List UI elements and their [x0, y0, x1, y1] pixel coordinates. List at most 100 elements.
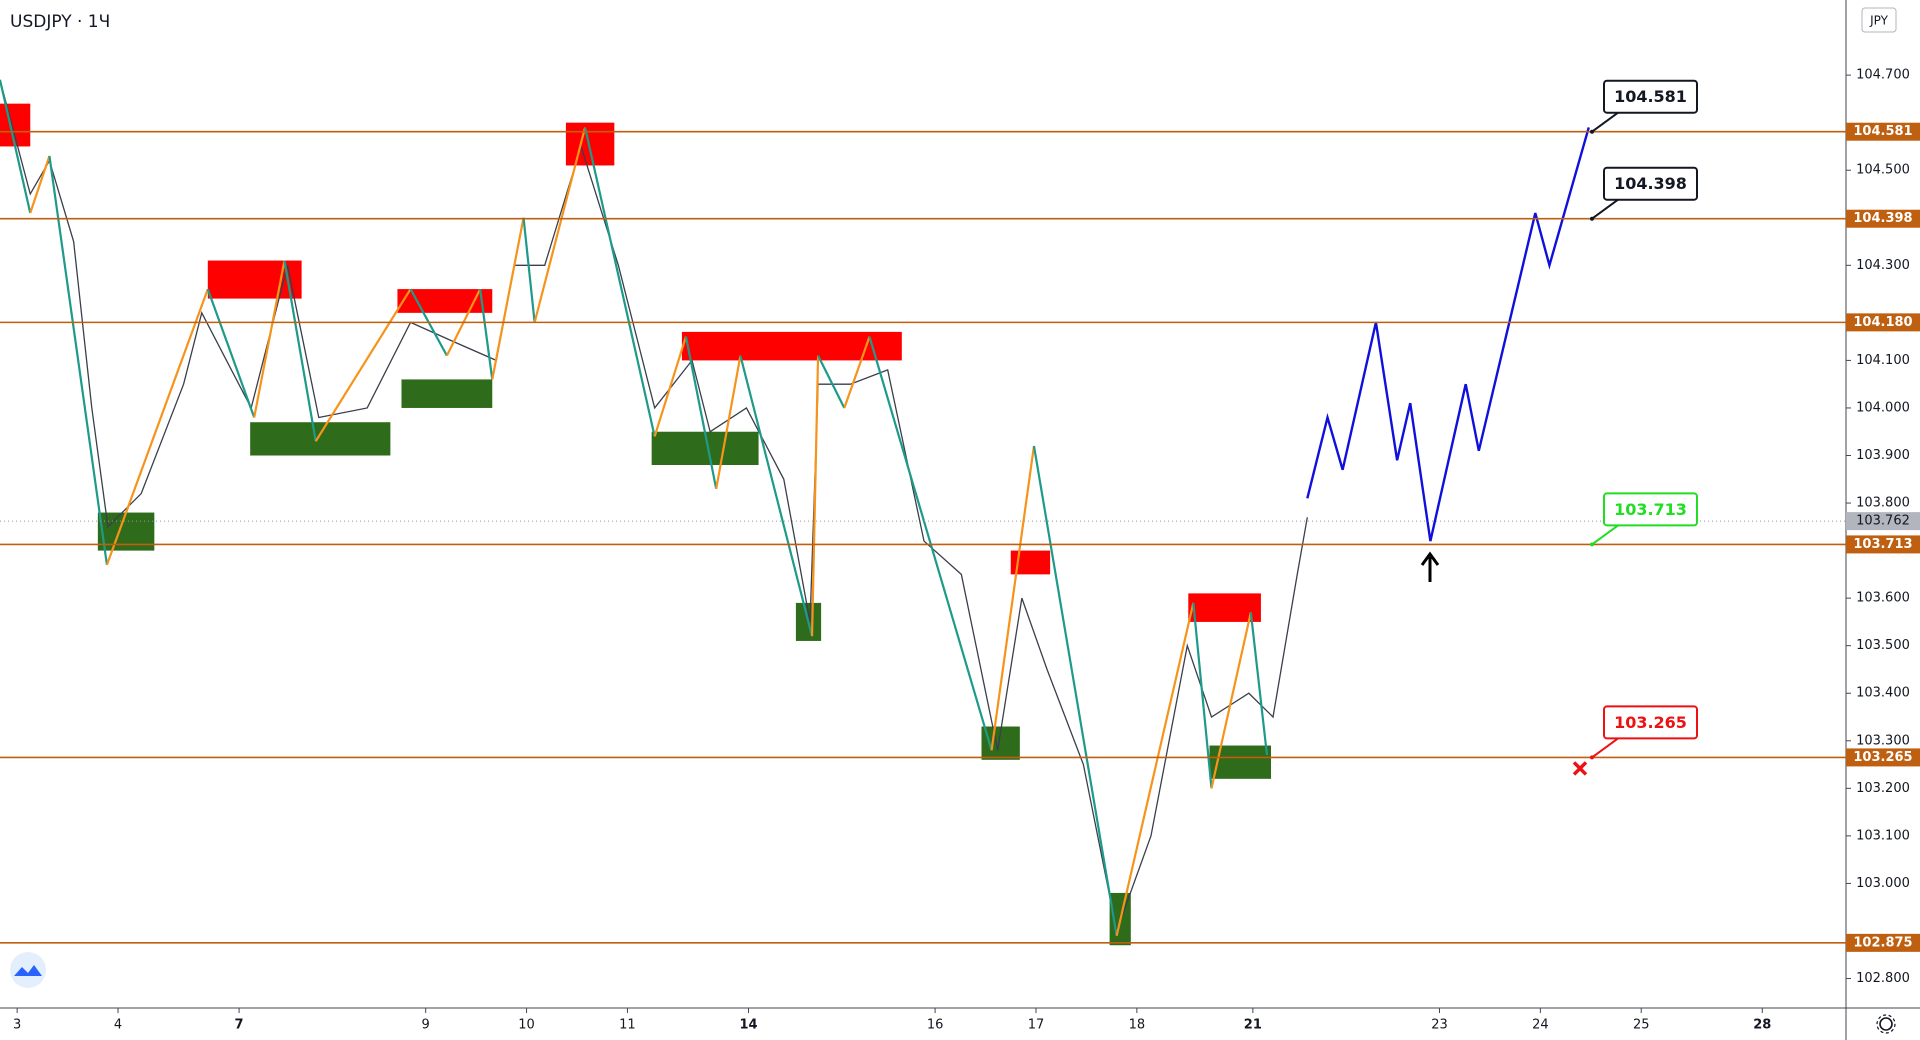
callout-connector: [1591, 111, 1619, 133]
x-tick-label: 28: [1753, 1018, 1771, 1033]
x-tick-label: 7: [235, 1018, 244, 1033]
zigzag-leg: [1115, 602, 1195, 936]
x-tick-label: 18: [1129, 1018, 1146, 1033]
y-tick-label: 104.000: [1856, 400, 1910, 415]
y-tick-label: 103.100: [1856, 828, 1910, 843]
plot-area: [0, 79, 1590, 946]
stop-marker: [1572, 761, 1588, 776]
zone: [565, 122, 615, 166]
zigzag-leg: [206, 288, 256, 418]
x-tick-label: 9: [422, 1018, 430, 1033]
y-tick-label: 103.900: [1856, 448, 1910, 463]
level-label-box: [1846, 313, 1920, 332]
zigzag-leg: [29, 155, 51, 214]
y-tick-label: 103.300: [1856, 733, 1910, 748]
y-tick-label: 103.000: [1856, 876, 1910, 891]
zigzag-leg: [1210, 612, 1252, 789]
x-tick-label: 16: [927, 1018, 944, 1033]
callout-label: 103.265: [1614, 713, 1687, 732]
level-label: 102.875: [1853, 935, 1912, 950]
x-tick-label: 17: [1028, 1018, 1045, 1033]
callout-anchor: [1590, 216, 1594, 221]
zigzag-leg: [810, 355, 820, 637]
level-label: 103.713: [1853, 537, 1912, 552]
callout-box: [1603, 492, 1698, 527]
zigzag-leg: [990, 445, 1036, 751]
zone: [0, 103, 31, 147]
x-tick-label: 24: [1532, 1018, 1549, 1033]
zigzag-leg: [817, 355, 846, 409]
x-tick-label: 25: [1633, 1018, 1650, 1033]
x-tick-label: 21: [1244, 1018, 1262, 1033]
callout-connector: [1591, 737, 1619, 759]
zigzag-leg: [1249, 612, 1269, 756]
zigzag-leg: [48, 155, 109, 566]
current-price-box: [1846, 512, 1920, 531]
zigzag-leg: [843, 336, 871, 409]
x-tick-label: 14: [739, 1018, 757, 1033]
callout-anchor: [1590, 542, 1594, 547]
zigzag-leg: [283, 260, 317, 442]
zone: [1010, 550, 1051, 575]
level-label-box: [1846, 122, 1920, 141]
y-tick-label: 103.800: [1856, 496, 1910, 511]
currency-button[interactable]: [1861, 7, 1897, 33]
zigzag-leg: [868, 336, 993, 751]
callout-label: 104.398: [1614, 174, 1687, 193]
zigzag-leg: [739, 355, 814, 637]
x-tick-label: 11: [619, 1018, 636, 1033]
level-label: 103.265: [1853, 750, 1912, 765]
callout-anchor: [1590, 755, 1594, 760]
callout-label: 104.581: [1614, 87, 1687, 106]
entry-arrow: [1420, 551, 1440, 582]
level-label: 104.581: [1853, 124, 1912, 139]
zigzag-leg: [253, 260, 286, 418]
y-tick-label: 104.100: [1856, 353, 1910, 368]
zigzag-leg: [314, 288, 412, 442]
y-tick-label: 103.200: [1856, 781, 1910, 796]
y-tick-label: 102.800: [1856, 971, 1910, 986]
zigzag-leg: [0, 79, 32, 214]
callout-anchor: [1590, 129, 1594, 134]
zigzag-leg: [684, 336, 718, 489]
level-label: 104.398: [1853, 211, 1912, 226]
y-tick-label: 104.700: [1856, 68, 1910, 83]
level-label-box: [1846, 933, 1920, 952]
callout-label: 103.713: [1614, 500, 1687, 519]
y-tick-label: 103.600: [1856, 591, 1910, 606]
projection-path: [1306, 127, 1590, 542]
x-tick-label: 3: [13, 1018, 21, 1033]
y-tick-label: 104.500: [1856, 163, 1910, 178]
x-tick-label: 23: [1431, 1018, 1448, 1033]
level-label-box: [1846, 535, 1920, 554]
zone: [681, 331, 902, 361]
zone: [1209, 745, 1272, 779]
level-label-box: [1846, 209, 1920, 228]
zigzag-leg: [491, 217, 525, 380]
callout-connector: [1591, 524, 1619, 546]
y-tick-label: 104.300: [1856, 258, 1910, 273]
callout-box: [1603, 705, 1698, 740]
callout-box: [1603, 166, 1698, 201]
zigzag-leg: [522, 217, 536, 323]
settings-icon[interactable]: [1876, 1014, 1896, 1034]
x-tick-label: 10: [518, 1018, 535, 1033]
callout-box: [1603, 79, 1698, 114]
zigzag-leg: [653, 336, 687, 437]
y-tick-label: 103.400: [1856, 686, 1910, 701]
zone: [401, 379, 493, 408]
currency-label[interactable]: JPY: [1869, 14, 1889, 28]
current-price-label: 103.762: [1856, 514, 1910, 529]
logo: [10, 952, 46, 988]
chart-title: USDJPY · 1Ч: [10, 12, 110, 32]
zigzag-leg: [479, 288, 494, 380]
zigzag-leg: [1032, 445, 1118, 936]
level-label-box: [1846, 748, 1920, 767]
y-tick-label: 103.500: [1856, 638, 1910, 653]
callout-connector: [1591, 198, 1619, 220]
zigzag-leg: [533, 127, 587, 323]
stop-cross: [1572, 761, 1588, 776]
zigzag-leg: [105, 288, 209, 566]
